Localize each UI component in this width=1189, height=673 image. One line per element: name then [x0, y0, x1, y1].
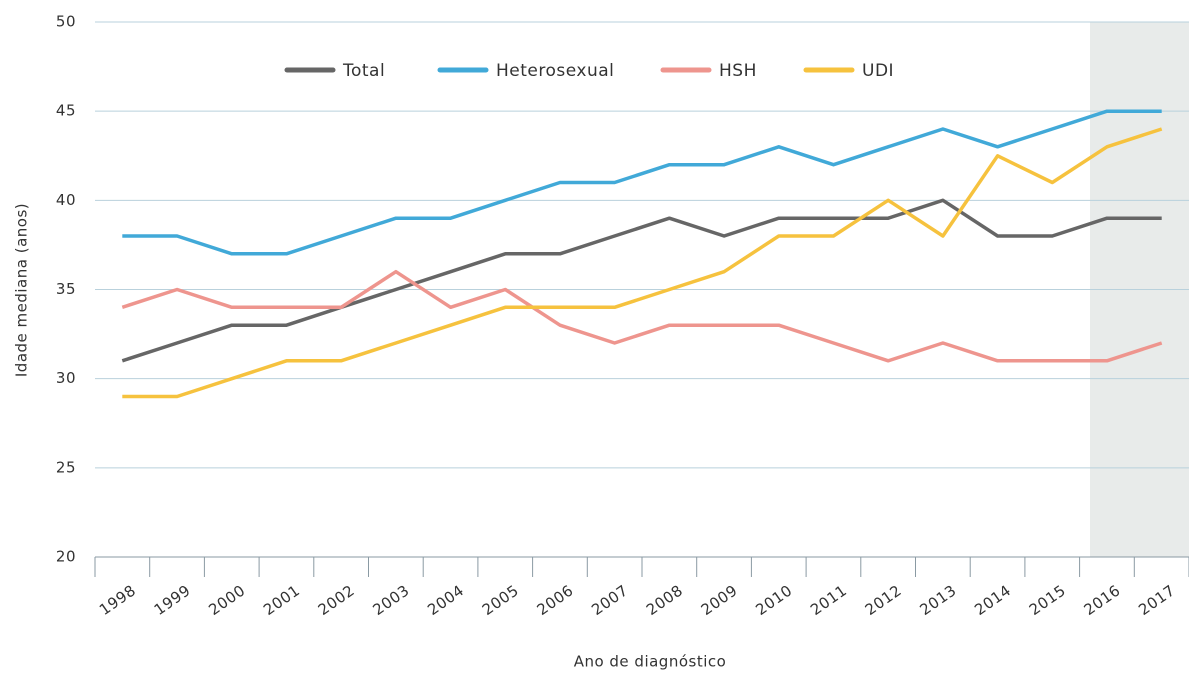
x-tick-label: 2010 [752, 581, 795, 619]
x-tick-label: 2008 [643, 581, 686, 619]
y-axis-label: Idade mediana (anos) [13, 203, 31, 377]
x-tick-label: 2006 [534, 581, 577, 619]
y-tick-label: 35 [56, 280, 76, 298]
x-tick-label: 1999 [151, 581, 194, 619]
y-tick-label: 45 [56, 102, 76, 120]
x-tick-label: 2002 [315, 581, 358, 619]
legend-label: HSH [719, 61, 757, 81]
series-line [122, 109, 1162, 256]
y-tick-label: 30 [56, 369, 76, 387]
legend-label: Total [342, 61, 385, 81]
x-tick-label: 2013 [916, 581, 959, 619]
x-tick-label: 2007 [588, 581, 631, 619]
legend-label: Heterosexual [496, 61, 614, 81]
x-tick-label: 2014 [971, 581, 1014, 619]
y-tick-label: 50 [56, 13, 76, 31]
series-line [122, 127, 1163, 399]
x-axis-label: Ano de diagnóstico [574, 653, 727, 671]
x-tick-label: 2003 [369, 581, 412, 619]
x-tick-label: 2017 [1135, 581, 1178, 619]
x-tick-label: 2004 [424, 581, 467, 619]
x-tick-label: 2000 [205, 581, 248, 619]
series-line [121, 198, 1162, 363]
y-tick-label: 25 [56, 458, 76, 476]
x-tick-label: 2012 [862, 581, 905, 619]
legend-label: UDI [862, 61, 894, 81]
x-tick-label: 2001 [260, 581, 303, 619]
y-tick-label: 20 [56, 548, 76, 566]
x-tick-label: 2011 [807, 581, 850, 619]
series-line [121, 269, 1163, 363]
x-tick-label: 2016 [1081, 581, 1124, 619]
x-tick-label: 1998 [96, 581, 139, 619]
y-tick-label: 40 [56, 191, 76, 209]
x-tick-label: 2015 [1026, 581, 1069, 619]
x-tick-label: 2009 [698, 581, 741, 619]
x-tick-label: 2005 [479, 581, 522, 619]
